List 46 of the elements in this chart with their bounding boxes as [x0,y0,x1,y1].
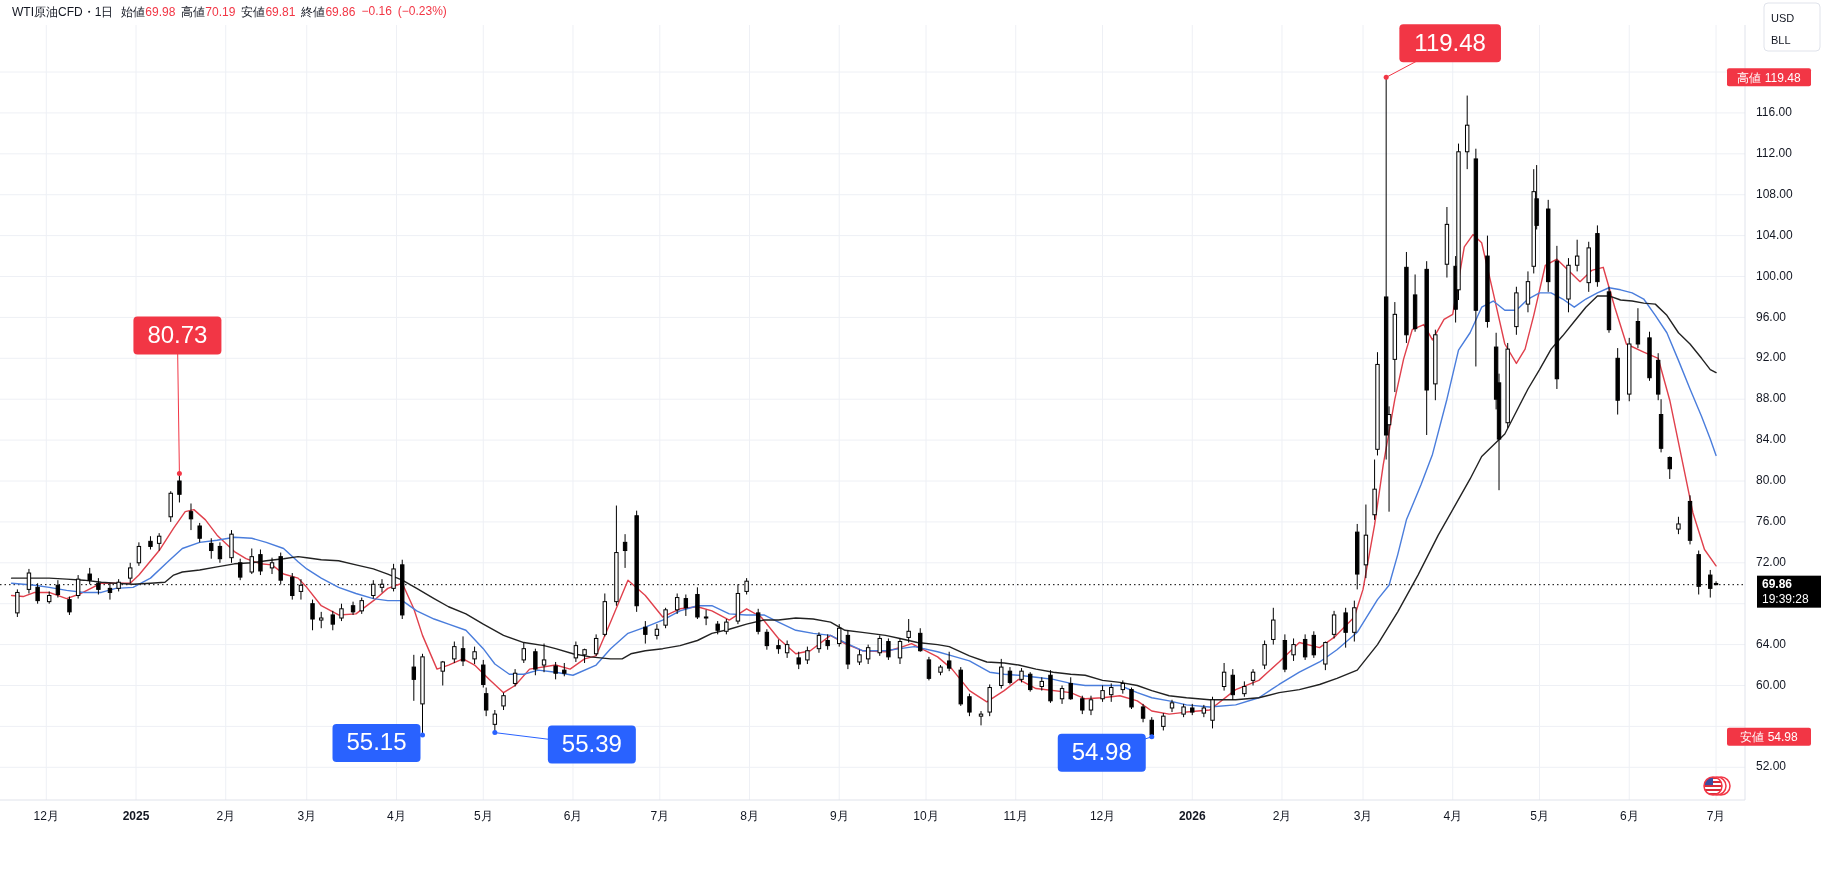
x-tick-label: 2025 [122,809,150,824]
y-tick-label: 116.00 [1756,105,1793,120]
annotation: 54.98 [1071,738,1132,766]
y-tick-label: 96.00 [1756,309,1787,324]
y-tick-label: 52.00 [1756,759,1787,774]
x-tick-label: 12月 [1089,809,1116,824]
x-tick-label: 2026 [1178,809,1206,824]
x-tick-label: 7月 [650,809,670,824]
y-tick-label: 88.00 [1756,391,1787,406]
y-tick-label: 104.00 [1756,227,1794,242]
y-tick-label: 64.00 [1756,636,1787,651]
x-tick-label: 2月 [1272,809,1292,824]
y-tick-label: 92.00 [1756,350,1787,365]
x-tick-label: 6月 [1619,809,1639,824]
annotation: 119.48 [1414,28,1486,56]
y-tick-label: 76.00 [1756,514,1787,529]
x-tick-label: 8月 [740,809,759,824]
x-tick-label: 9月 [829,809,849,824]
x-tick-label: 10月 [913,809,939,824]
y-tick-label: 112.00 [1756,146,1793,160]
y-tick-label: 108.00 [1756,186,1794,201]
annotation: 55.15 [346,728,407,756]
annotation: 高値 119.48 [1737,70,1801,85]
x-tick-label: 2月 [216,809,236,824]
y-tick-label: 72.00 [1756,554,1787,569]
x-tick-label: 12月 [33,809,59,824]
ref-line-label: 69.86 19:39:28 [1762,576,1810,606]
x-tick-label: 5月 [1530,809,1549,824]
annotation: 安値 54.98 [1740,729,1798,744]
annotation: 80.73 [147,320,208,348]
x-tick-label: 4月 [387,809,406,824]
x-tick-label: 6月 [563,809,583,824]
text: 始値69.98 高値70.19 安値69.81 終値69.86 −0.16 (−0.23%) [121,4,447,19]
x-tick-label: 5月 [473,809,493,824]
y-tick-label: 100.00 [1756,268,1794,283]
annotation: 55.39 [561,729,622,757]
y-axis-title: USD BLL [1771,11,1795,46]
x-tick-label: 11月 [1003,809,1028,824]
y-tick-label: 84.00 [1756,432,1787,447]
x-tick-label: 7月 [1706,809,1726,824]
chart-title: WTI原油CFD・1日 [12,4,114,21]
x-tick-label: 3月 [297,809,317,824]
x-tick-label: 3月 [1353,809,1373,824]
x-tick-label: 4月 [1443,809,1463,824]
y-tick-label: 80.00 [1756,473,1787,488]
y-tick-label: 60.00 [1756,677,1787,692]
